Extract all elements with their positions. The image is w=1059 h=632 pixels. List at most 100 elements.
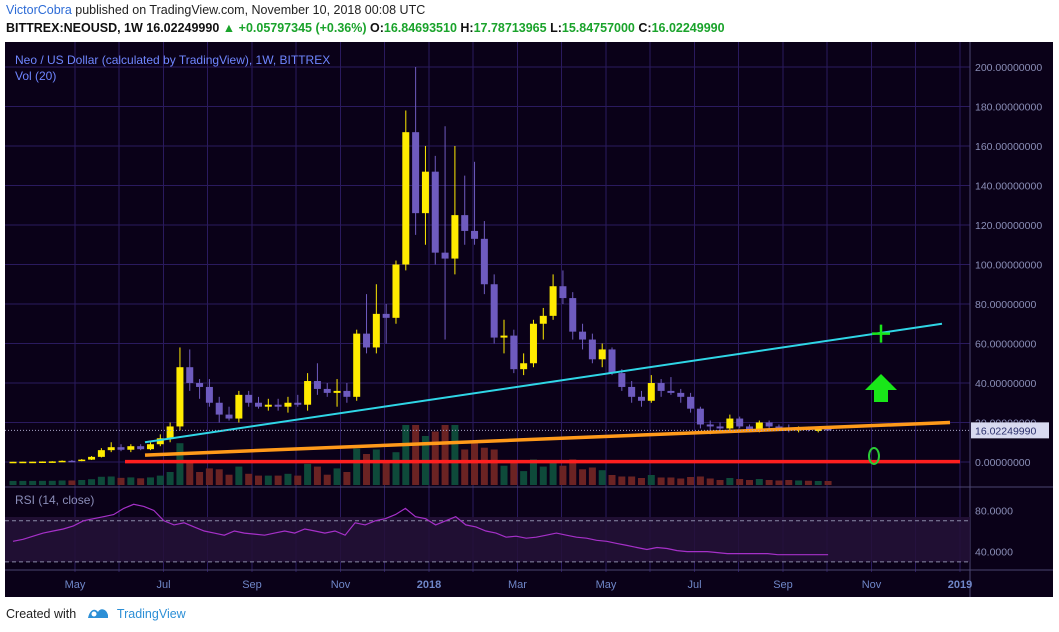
volume-bar <box>451 425 459 485</box>
volume-bar <box>696 476 704 485</box>
candle-body <box>775 426 783 429</box>
time-axis-label: Sep <box>773 579 793 591</box>
candle-body <box>48 461 56 463</box>
volume-bar <box>687 477 695 485</box>
candle-body <box>736 418 744 427</box>
price-tick-label: 160.00000000 <box>975 141 1042 153</box>
volume-bar <box>107 476 115 485</box>
candle-body <box>353 333 361 397</box>
candle-body <box>274 404 282 407</box>
symbol-line: BITTREX:NEOUSD, 1W 16.02249990 ▲ +0.0579… <box>6 21 725 35</box>
price-tick-label: 80.00000000 <box>975 299 1036 311</box>
volume-bar <box>392 452 400 485</box>
price-tick-label: 140.00000000 <box>975 181 1042 193</box>
time-axis-label: 2019 <box>948 579 972 591</box>
price-chart-svg[interactable]: 200.00000000 180.00000000 160.00000000 140.… <box>5 42 1053 597</box>
tradingview-brand-link[interactable]: TradingView <box>116 606 186 621</box>
cyan-trendline[interactable] <box>144 322 943 444</box>
volume-bar <box>146 477 154 485</box>
candle-body <box>559 286 567 299</box>
candle-body <box>667 390 675 393</box>
volume-bar <box>176 443 184 485</box>
price-tick-label: 200.00000000 <box>975 62 1042 74</box>
volume-bar <box>804 480 812 485</box>
candle-body <box>156 438 164 445</box>
created-with-text: Created with <box>6 606 77 621</box>
candle-body <box>146 444 154 450</box>
price-tick-label: 0.00000000 <box>975 457 1031 469</box>
volume-bar <box>48 480 56 485</box>
volume-bar <box>814 481 822 485</box>
volume-bar <box>78 480 86 485</box>
candle-body <box>38 461 46 464</box>
volume-bar <box>736 479 744 485</box>
candle-body <box>471 230 479 239</box>
price-change: +0.05797345 (+0.36%) <box>238 21 367 35</box>
candle-body <box>510 335 518 370</box>
candle-body <box>284 402 292 407</box>
candle-body <box>608 349 616 374</box>
candle-body <box>765 422 773 427</box>
price-tick-label: 40.00000000 <box>975 378 1036 390</box>
candle-body <box>245 394 253 403</box>
volume-bar <box>264 475 272 485</box>
volume-bar <box>618 476 626 485</box>
candle-body <box>480 238 488 285</box>
candle-body <box>746 426 753 431</box>
volume-bar <box>402 425 410 485</box>
candle-body <box>166 426 174 439</box>
rsi-line <box>12 503 829 556</box>
price-tick-label: 120.00000000 <box>975 220 1042 232</box>
volume-bar <box>88 479 96 485</box>
candle-body <box>598 349 606 360</box>
candle-body <box>539 315 547 324</box>
volume-bar <box>461 449 469 485</box>
time-axis-label: May <box>596 579 617 591</box>
price-tick-label: 180.00000000 <box>975 102 1042 114</box>
candle-body <box>687 396 695 409</box>
volume-bar <box>372 449 380 485</box>
candle-body <box>647 383 655 401</box>
volume-bar <box>225 474 233 485</box>
candle-body <box>618 373 626 387</box>
volume-bar <box>647 475 655 485</box>
candle-body <box>706 424 714 427</box>
author-link[interactable]: VictorCobra <box>6 3 72 17</box>
volume-bar <box>628 476 636 485</box>
volume-bar <box>765 480 773 485</box>
volume-bar <box>657 477 665 485</box>
open-label: O: <box>370 21 384 35</box>
volume-bar <box>726 478 734 485</box>
close-value: 16.02249990 <box>651 21 725 35</box>
symbol-label: BITTREX:NEOUSD, 1W <box>6 21 143 35</box>
price-tick-label: 100.00000000 <box>975 260 1042 272</box>
time-axis-label: Jul <box>156 579 170 591</box>
volume-bar <box>382 463 390 485</box>
volume-bar <box>490 449 498 485</box>
candle-body <box>696 408 704 425</box>
last-price: 16.02249990 <box>146 21 220 35</box>
candle-body <box>68 460 76 463</box>
volume-bar <box>255 475 262 485</box>
volume-bar <box>274 475 282 485</box>
candle-body <box>755 422 763 431</box>
volume-bar <box>284 473 292 485</box>
low-label: L: <box>550 21 562 35</box>
time-axis-label: 2018 <box>417 579 441 591</box>
orange-trendline[interactable] <box>144 420 951 457</box>
volume-bar <box>68 480 76 485</box>
chart-area[interactable]: 200.00000000 180.00000000 160.00000000 140.… <box>5 42 1053 597</box>
candle-body <box>313 381 321 389</box>
volume-bar <box>127 477 135 485</box>
volume-bar <box>559 465 567 485</box>
volume-bar <box>637 478 645 485</box>
candle-body <box>716 426 724 429</box>
published-text: published on TradingView.com, November 1… <box>75 3 426 17</box>
candle-body <box>726 418 734 429</box>
candle-body <box>441 252 449 259</box>
time-axis-label: Nov <box>331 579 351 591</box>
volume-bar <box>137 478 145 485</box>
rsi-tick-label: 80.0000 <box>975 505 1013 517</box>
candle-body <box>58 460 66 463</box>
volume-bar <box>205 468 213 485</box>
